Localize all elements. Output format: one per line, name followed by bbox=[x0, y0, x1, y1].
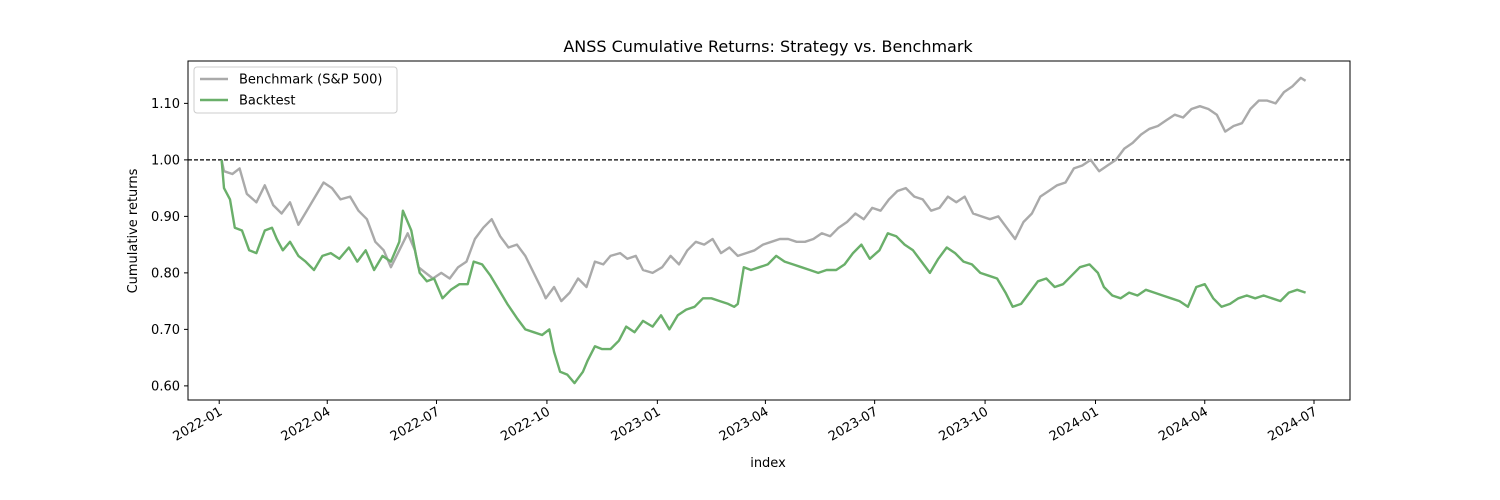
x-tick-label: 2023-07 bbox=[826, 404, 881, 444]
series-line-1 bbox=[220, 159, 1306, 385]
series-line-0 bbox=[220, 76, 1307, 303]
y-tick-label: 0.80 bbox=[151, 266, 180, 281]
x-tick-label: 2024-01 bbox=[1047, 404, 1102, 444]
y-axis-label: Cumulative returns bbox=[126, 168, 141, 293]
x-tick-label: 2024-04 bbox=[1156, 404, 1211, 444]
axes: 0.60 0.70 0.80 0.90 1.00 1.10 2022-01 2022-04 20… bbox=[151, 97, 1320, 445]
y-tick-label: 0.90 bbox=[151, 210, 180, 225]
y-tick-label: 1.00 bbox=[151, 153, 180, 168]
x-tick-label: 2022-10 bbox=[498, 404, 553, 444]
legend: Benchmark (S&P 500) Backtest bbox=[193, 66, 398, 114]
legend-label-0: Benchmark (S&P 500) bbox=[239, 73, 383, 88]
x-tick-label: 2023-01 bbox=[609, 404, 664, 444]
legend-box bbox=[193, 66, 398, 114]
chart-title: ANSS Cumulative Returns: Strategy vs. Be… bbox=[563, 37, 973, 56]
x-tick-label: 2023-10 bbox=[937, 404, 992, 444]
x-tick-label: 2022-04 bbox=[279, 404, 334, 444]
y-tick-label: 0.70 bbox=[151, 323, 180, 338]
plot-frame bbox=[187, 60, 1351, 401]
x-tick-label: 2022-01 bbox=[171, 404, 226, 444]
plot-area bbox=[188, 76, 1350, 385]
y-tick-label: 1.10 bbox=[151, 97, 180, 112]
x-tick-label: 2023-04 bbox=[717, 404, 772, 444]
y-tick-label: 0.60 bbox=[151, 379, 180, 394]
x-tick-label: 2024-07 bbox=[1265, 404, 1320, 444]
x-tick-label: 2022-07 bbox=[388, 404, 443, 444]
legend-label-1: Backtest bbox=[239, 94, 296, 109]
x-axis-label: index bbox=[750, 456, 786, 471]
